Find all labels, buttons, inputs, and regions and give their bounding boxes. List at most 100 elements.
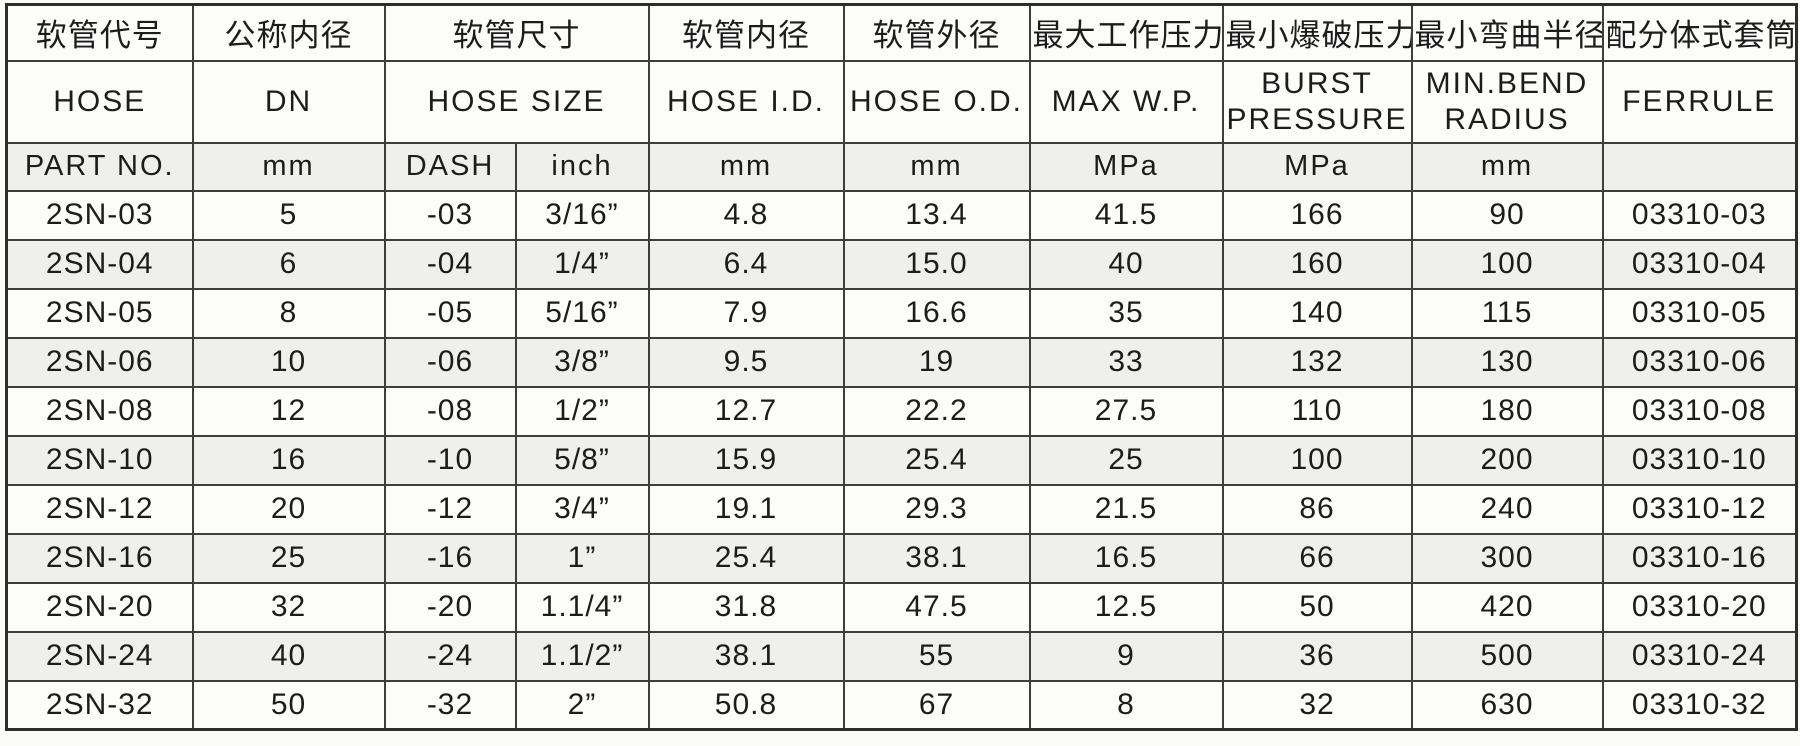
cell-ferrule: 03310-20	[1601, 581, 1798, 633]
cell-max-wp: 40	[1028, 238, 1224, 290]
cell-burst-pressure: 66	[1221, 532, 1413, 584]
cell-bend-radius: 300	[1410, 532, 1604, 584]
col-header-hose-size-zh: 软管尺寸	[383, 3, 650, 62]
cell-inch: 5/8”	[514, 434, 650, 486]
table-row: 2SN-05 8 -05 5/16” 7.9 16.6 35 140 115 0…	[5, 287, 1798, 339]
cell-part-no: 2SN-03	[5, 189, 194, 241]
unit-burst: MPa	[1221, 141, 1413, 192]
col-header-burst-en: BURST PRESSURE	[1221, 59, 1413, 144]
cell-hose-id: 6.4	[647, 238, 845, 290]
cell-part-no: 2SN-08	[5, 385, 194, 437]
cell-ferrule: 03310-10	[1601, 434, 1798, 486]
col-header-burst-zh: 最小爆破压力	[1221, 3, 1413, 62]
col-header-hose-od-en: HOSE O.D.	[842, 59, 1031, 144]
cell-max-wp: 41.5	[1028, 189, 1224, 241]
cell-dash: -10	[383, 434, 517, 486]
cell-hose-id: 9.5	[647, 336, 845, 388]
col-header-part-no-zh: 软管代号	[5, 3, 194, 62]
cell-inch: 1.1/4”	[514, 581, 650, 633]
table-row: 2SN-10 16 -10 5/8” 15.9 25.4 25 100 200 …	[5, 434, 1798, 486]
cell-inch: 3/16”	[514, 189, 650, 241]
col-header-hose-id-en: HOSE I.D.	[647, 59, 845, 144]
cell-part-no: 2SN-32	[5, 679, 194, 731]
col-header-max-wp-zh: 最大工作压力	[1028, 3, 1224, 62]
table-row: 2SN-03 5 -03 3/16” 4.8 13.4 41.5 166 90 …	[5, 189, 1798, 241]
cell-dn: 10	[191, 336, 386, 388]
cell-dn: 20	[191, 483, 386, 535]
col-header-dn-zh: 公称内径	[191, 3, 386, 62]
cell-max-wp: 16.5	[1028, 532, 1224, 584]
table-row: 2SN-32 50 -32 2” 50.8 67 8 32 630 03310-…	[5, 679, 1798, 731]
cell-hose-od: 47.5	[842, 581, 1031, 633]
cell-hose-id: 12.7	[647, 385, 845, 437]
cell-hose-id: 19.1	[647, 483, 845, 535]
cell-hose-od: 67	[842, 679, 1031, 731]
cell-dash: -20	[383, 581, 517, 633]
unit-dash: DASH	[383, 141, 517, 192]
cell-ferrule: 03310-06	[1601, 336, 1798, 388]
cell-part-no: 2SN-20	[5, 581, 194, 633]
cell-hose-id: 25.4	[647, 532, 845, 584]
cell-dash: -03	[383, 189, 517, 241]
cell-max-wp: 25	[1028, 434, 1224, 486]
col-header-dn-en: DN	[191, 59, 386, 144]
header-row-english: HOSE DN HOSE SIZE HOSE I.D. HOSE O.D. MA…	[5, 59, 1798, 144]
unit-max-wp: MPa	[1028, 141, 1224, 192]
cell-bend-radius: 100	[1410, 238, 1604, 290]
cell-hose-od: 19	[842, 336, 1031, 388]
cell-part-no: 2SN-10	[5, 434, 194, 486]
cell-ferrule: 03310-32	[1601, 679, 1798, 731]
cell-bend-radius: 630	[1410, 679, 1604, 731]
col-header-ferrule-en: FERRULE	[1601, 59, 1798, 144]
cell-max-wp: 35	[1028, 287, 1224, 339]
cell-hose-id: 7.9	[647, 287, 845, 339]
cell-inch: 2”	[514, 679, 650, 731]
cell-max-wp: 9	[1028, 630, 1224, 682]
cell-dash: -12	[383, 483, 517, 535]
cell-inch: 1”	[514, 532, 650, 584]
cell-part-no: 2SN-12	[5, 483, 194, 535]
cell-max-wp: 21.5	[1028, 483, 1224, 535]
cell-dn: 32	[191, 581, 386, 633]
cell-bend-radius: 420	[1410, 581, 1604, 633]
cell-bend-radius: 500	[1410, 630, 1604, 682]
cell-part-no: 2SN-06	[5, 336, 194, 388]
cell-hose-od: 15.0	[842, 238, 1031, 290]
unit-bend-radius: mm	[1410, 141, 1604, 192]
cell-ferrule: 03310-16	[1601, 532, 1798, 584]
cell-hose-od: 38.1	[842, 532, 1031, 584]
col-header-ferrule-zh: 配分体式套筒	[1601, 3, 1798, 62]
unit-inch: inch	[514, 141, 650, 192]
cell-burst-pressure: 50	[1221, 581, 1413, 633]
cell-hose-id: 50.8	[647, 679, 845, 731]
col-header-max-wp-en: MAX W.P.	[1028, 59, 1224, 144]
col-header-hose-id-zh: 软管内径	[647, 3, 845, 62]
cell-dn: 25	[191, 532, 386, 584]
cell-ferrule: 03310-03	[1601, 189, 1798, 241]
cell-burst-pressure: 160	[1221, 238, 1413, 290]
cell-inch: 1/4”	[514, 238, 650, 290]
unit-part-no: PART NO.	[5, 141, 194, 192]
cell-max-wp: 33	[1028, 336, 1224, 388]
cell-ferrule: 03310-08	[1601, 385, 1798, 437]
cell-bend-radius: 240	[1410, 483, 1604, 535]
cell-ferrule: 03310-05	[1601, 287, 1798, 339]
cell-burst-pressure: 32	[1221, 679, 1413, 731]
cell-dash: -32	[383, 679, 517, 731]
header-row-chinese: 软管代号 公称内径 软管尺寸 软管内径 软管外径 最大工作压力 最小爆破压力 最…	[5, 3, 1798, 62]
cell-dash: -24	[383, 630, 517, 682]
cell-dn: 40	[191, 630, 386, 682]
cell-part-no: 2SN-16	[5, 532, 194, 584]
header-row-units: PART NO. mm DASH inch mm mm MPa MPa mm	[5, 141, 1798, 192]
cell-dn: 16	[191, 434, 386, 486]
cell-burst-pressure: 86	[1221, 483, 1413, 535]
col-header-hose-od-zh: 软管外径	[842, 3, 1031, 62]
cell-hose-id: 31.8	[647, 581, 845, 633]
unit-hose-id: mm	[647, 141, 845, 192]
cell-ferrule: 03310-12	[1601, 483, 1798, 535]
col-header-bend-radius-zh: 最小弯曲半径	[1410, 3, 1604, 62]
table-row: 2SN-04 6 -04 1/4” 6.4 15.0 40 160 100 03…	[5, 238, 1798, 290]
cell-hose-od: 25.4	[842, 434, 1031, 486]
table-row: 2SN-24 40 -24 1.1/2” 38.1 55 9 36 500 03…	[5, 630, 1798, 682]
